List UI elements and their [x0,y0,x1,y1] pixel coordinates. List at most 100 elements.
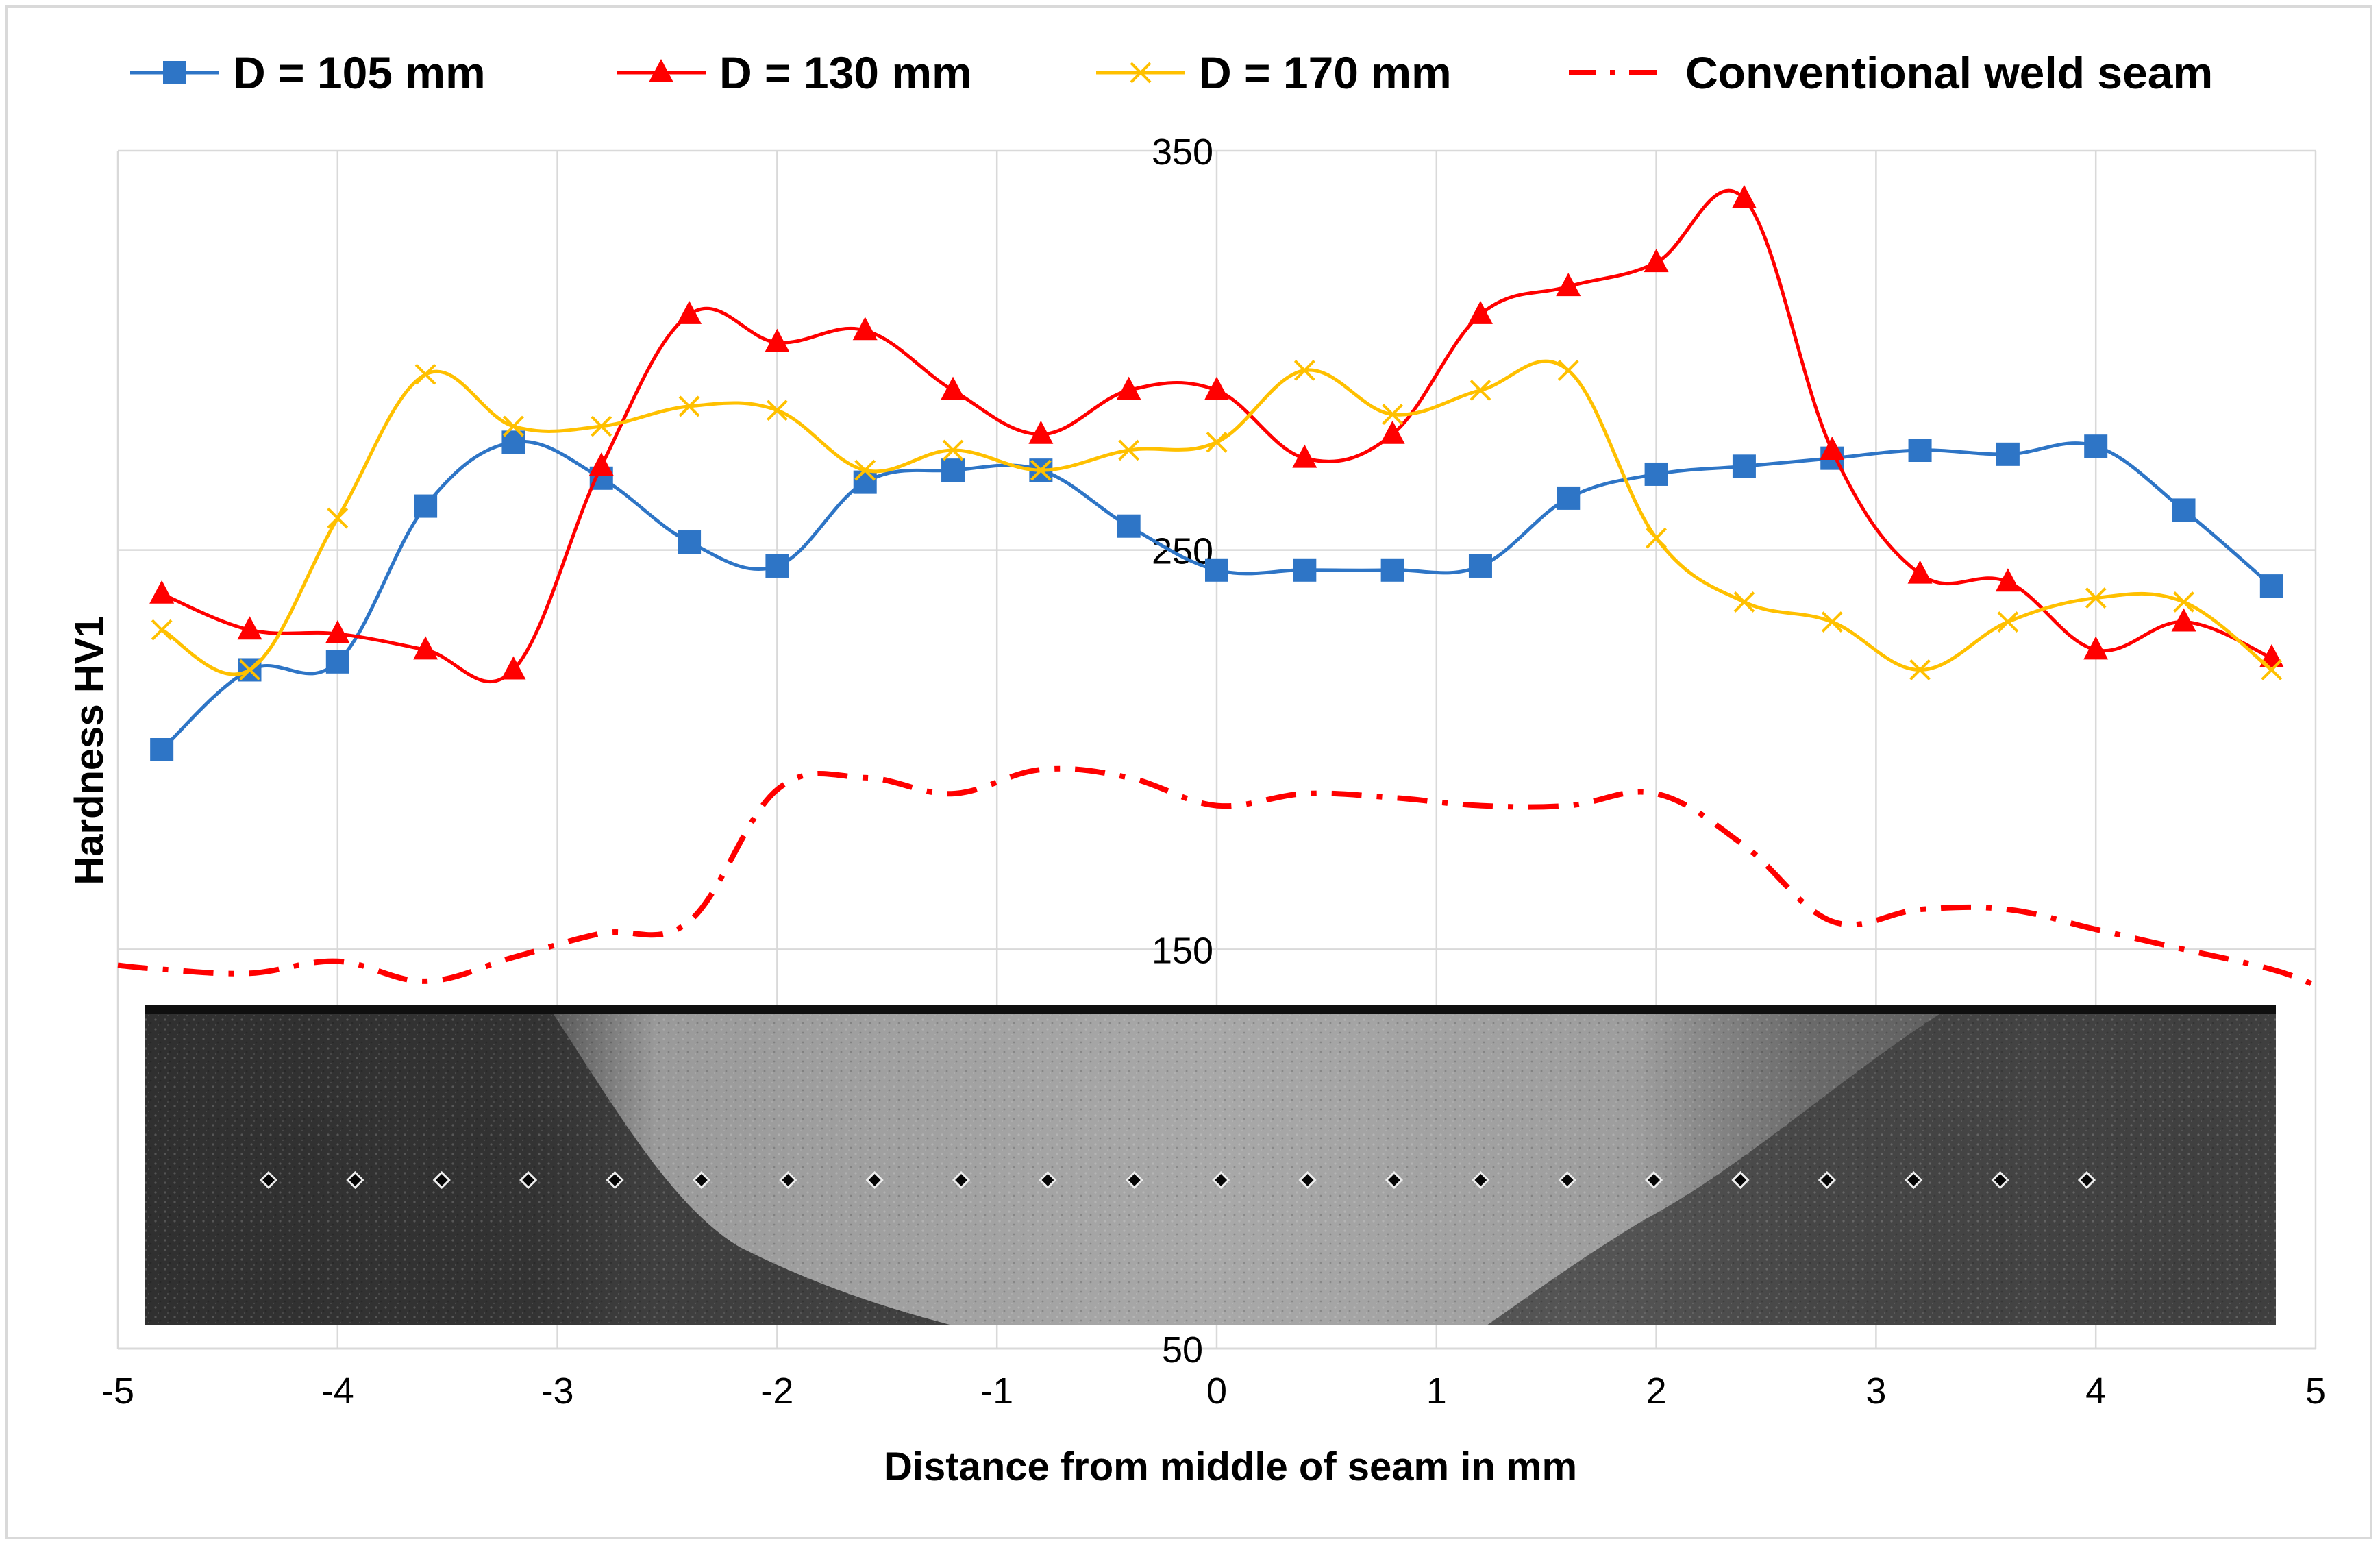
y-tick-label: 350 [1152,132,1213,173]
x-axis-title: Distance from middle of seam in mm [884,1445,1577,1489]
legend-label: Conventional weld seam [1685,47,2213,98]
legend-item: D = 170 mm [1096,47,1452,98]
y-tick-label: 150 [1152,930,1213,971]
data-point [1028,420,1054,444]
hardness-indent [1991,1170,2009,1190]
data-point [414,363,436,385]
series-line [117,765,2317,988]
data-point [1644,462,1668,486]
x-tick-label: 5 [2305,1371,2326,1412]
data-point [501,656,526,680]
data-point [677,300,702,324]
data-point [2172,498,2196,522]
hardness-indent [952,1170,971,1190]
data-point [942,439,964,461]
data-point [1292,444,1317,468]
x-tick-label: -2 [760,1371,793,1412]
data-point [1380,558,1404,582]
data-point [678,530,702,554]
legend-item: Conventional weld seam [1569,47,2213,98]
weld-micrograph [145,1005,2276,1325]
data-point [1206,431,1228,453]
hardness-indent [1298,1170,1317,1190]
data-point [151,619,173,641]
data-point [2259,574,2283,598]
legend-marker [163,61,186,84]
x-tick-label: 4 [2085,1371,2106,1412]
legend-item: D = 130 mm [617,47,972,98]
figure-frame [5,5,2372,1539]
data-point [1030,459,1052,481]
data-point [854,459,876,481]
data-point [941,458,965,482]
hardness-indent [1385,1170,1404,1190]
data-point [1467,300,1493,324]
data-point [2173,591,2194,613]
series-conventional-weld-seam [117,765,2317,988]
hardness-indent [692,1170,711,1190]
hardness-indent [865,1170,884,1190]
data-point [325,620,350,644]
data-point [2085,587,2107,609]
hardness-indent [1905,1170,1923,1190]
x-tick-label: 1 [1426,1371,1447,1412]
legend-marker [649,59,673,82]
x-tick-label: -5 [101,1371,134,1412]
hardness-indent [1039,1170,1057,1190]
data-point [150,738,174,761]
legend-item: D = 105 mm [130,47,486,98]
micrograph-top-edge [145,1005,2276,1014]
data-point [1732,454,1756,478]
data-point [414,494,438,518]
data-point [1293,558,1317,582]
hardness-indent [1472,1170,1490,1190]
data-point [1644,249,1669,273]
data-point [1557,360,1579,381]
data-point [1908,439,1932,462]
x-tick-label: -4 [321,1371,354,1412]
micrograph-grain-texture [145,1006,2276,1325]
hardness-indent [259,1170,278,1190]
data-point [588,452,614,476]
data-point [327,507,349,529]
hardness-indent [1558,1170,1576,1190]
hardness-indent [1125,1170,1143,1190]
data-point [1468,554,1492,578]
data-point [413,636,438,660]
data-point [1118,439,1140,461]
data-point [2084,434,2108,458]
series-d-130-mm [149,184,2284,683]
data-point [1909,659,1931,680]
hardness-indent [519,1170,538,1190]
data-point [1731,184,1757,208]
data-point [2083,636,2109,660]
data-point [2259,643,2284,667]
legend: D = 105 mm D = 130 mm D = 170 mm Convention… [130,47,2213,98]
data-point [2171,608,2196,632]
hardness-indent [432,1170,451,1190]
data-point [1382,404,1404,425]
data-point [239,659,260,680]
data-point [149,580,175,604]
data-point [765,328,790,352]
hardness-indent [1644,1170,1663,1190]
data-point [941,376,966,400]
data-point [325,650,349,674]
data-point [503,415,524,437]
hardness-indent [1212,1170,1230,1190]
hardness-indents [259,1170,2096,1190]
data-point [1470,380,1491,402]
legend-label: D = 105 mm [233,47,486,98]
data-point [237,616,262,640]
x-tick-label: 2 [1646,1371,1667,1412]
data-point [591,415,612,437]
series [117,184,2317,988]
series-d-170-mm [151,359,2283,680]
data-point [678,395,700,417]
legend-marker [1130,62,1152,84]
hardness-indent [606,1170,624,1190]
y-tick-label: 50 [1162,1329,1203,1371]
data-point [1556,273,1581,297]
